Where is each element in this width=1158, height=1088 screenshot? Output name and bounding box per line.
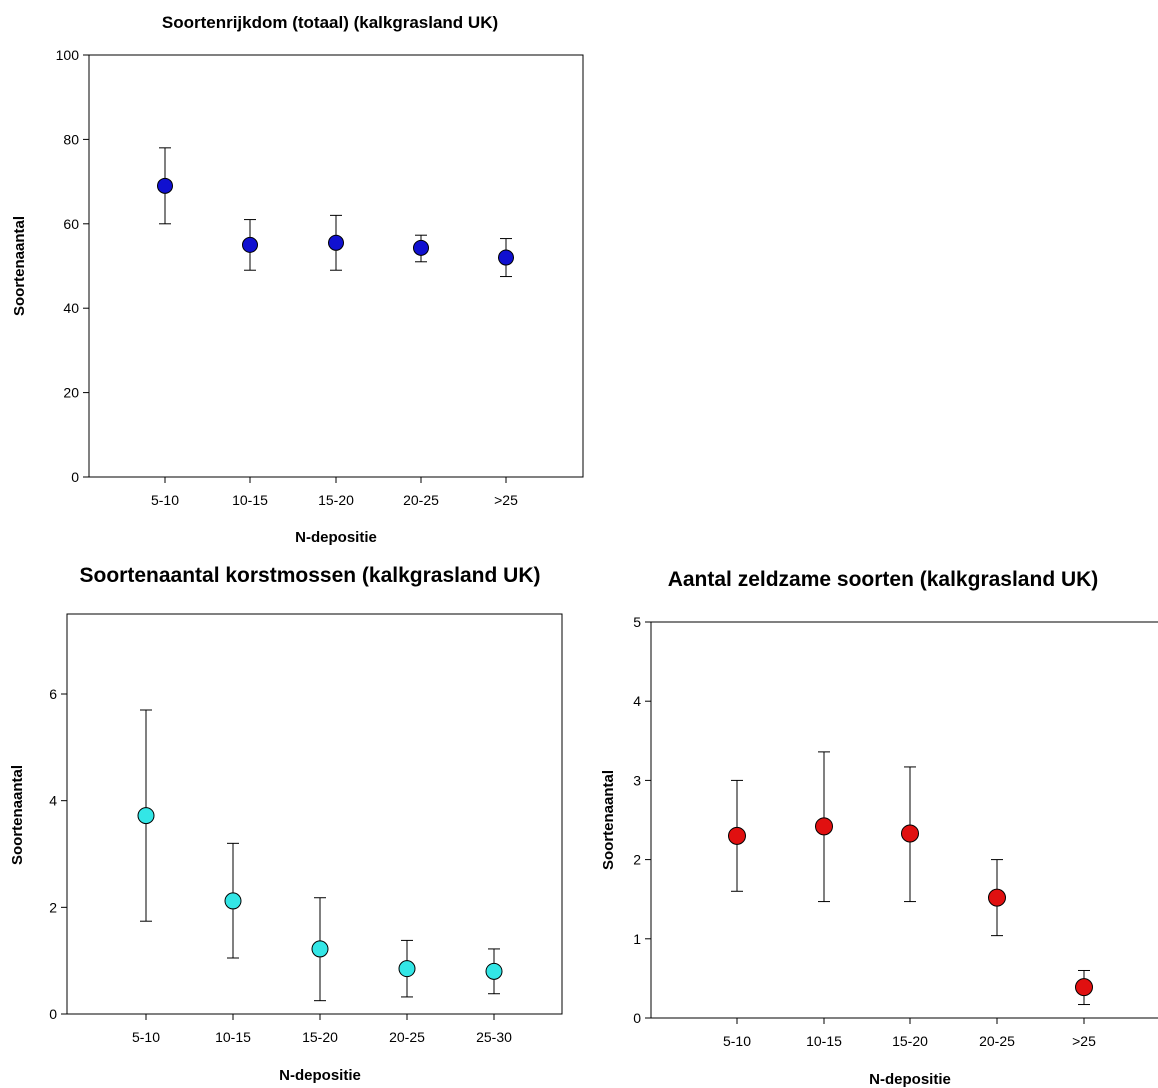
x-tick-label: 15-20	[318, 492, 354, 508]
x-tick-label: 5-10	[723, 1033, 751, 1049]
data-point	[498, 249, 514, 266]
x-tick-label: 20-25	[403, 492, 439, 508]
data-point	[485, 962, 503, 980]
x-axis: 5-10 10-15 15-20 20-25 >25	[723, 1018, 1096, 1049]
y-tick-label: 2	[49, 899, 57, 915]
plot-frame	[650, 621, 1158, 1019]
x-axis: 5-10 10-15 15-20 20-25 25-30	[132, 1014, 512, 1045]
data-point	[901, 824, 919, 843]
chart-rare-species: Aantal zeldzame soorten (kalkgrasland UK…	[600, 568, 1158, 1088]
data-marks	[137, 709, 503, 1002]
plot-frame	[66, 613, 563, 1015]
y-tick-label: 4	[49, 793, 57, 809]
data-point	[328, 234, 344, 251]
chart-species-richness-total: Soortenrijkdom (totaal) (kalkgrasland UK…	[11, 13, 584, 546]
x-axis: 5-10 10-15 15-20 20-25 >25	[151, 477, 518, 508]
y-tick-label: 0	[49, 1006, 57, 1022]
x-axis-label: N-depositie	[869, 1071, 951, 1088]
data-marks	[728, 751, 1093, 1006]
y-tick-label: 3	[633, 772, 641, 788]
data-point	[224, 892, 242, 910]
data-point	[988, 888, 1006, 907]
data-point	[242, 236, 258, 253]
y-tick-label: 60	[63, 216, 79, 232]
data-point	[1075, 978, 1093, 997]
y-tick-label: 6	[49, 686, 57, 702]
data-point	[398, 960, 416, 978]
chart-lichen-species: Soortenaantal korstmossen (kalkgrasland …	[9, 564, 563, 1084]
data-point	[413, 239, 429, 256]
y-axis: 0 1 2 3 4 5	[633, 614, 651, 1026]
x-tick-label: 20-25	[389, 1029, 425, 1045]
y-tick-label: 100	[56, 47, 80, 63]
data-point	[815, 817, 833, 836]
x-tick-label: 15-20	[302, 1029, 338, 1045]
x-tick-label: >25	[494, 492, 518, 508]
y-tick-label: 80	[63, 131, 79, 147]
data-point	[157, 177, 173, 194]
y-tick-label: 5	[633, 614, 641, 630]
x-tick-label: 10-15	[806, 1033, 842, 1049]
chart-title: Aantal zeldzame soorten (kalkgrasland UK…	[668, 568, 1099, 591]
x-tick-label: 25-30	[476, 1029, 512, 1045]
y-tick-label: 0	[633, 1010, 641, 1026]
y-axis: 0 20 40 60 80 100	[56, 47, 89, 485]
x-tick-label: 15-20	[892, 1033, 928, 1049]
y-tick-label: 4	[633, 693, 641, 709]
x-tick-label: 10-15	[215, 1029, 251, 1045]
y-axis: 0 2 4 6	[49, 686, 67, 1022]
data-point	[311, 940, 329, 958]
data-marks	[157, 147, 514, 278]
y-tick-label: 1	[633, 931, 641, 947]
chart-title: Soortenaantal korstmossen (kalkgrasland …	[80, 564, 541, 587]
y-tick-label: 20	[63, 385, 79, 401]
y-tick-label: 0	[71, 469, 79, 485]
x-tick-label: 5-10	[151, 492, 179, 508]
y-axis-label: Soortenaantal	[11, 216, 28, 316]
y-tick-label: 40	[63, 300, 79, 316]
data-point	[728, 826, 746, 845]
chart-title: Soortenrijkdom (totaal) (kalkgrasland UK…	[162, 13, 498, 32]
x-axis-label: N-depositie	[295, 529, 377, 546]
y-axis-label: Soortenaantal	[9, 765, 26, 865]
data-point	[137, 807, 155, 825]
y-axis-label: Soortenaantal	[600, 770, 617, 870]
x-axis-label: N-depositie	[279, 1067, 361, 1084]
x-tick-label: >25	[1072, 1033, 1096, 1049]
x-tick-label: 5-10	[132, 1029, 160, 1045]
x-tick-label: 10-15	[232, 492, 268, 508]
x-tick-label: 20-25	[979, 1033, 1015, 1049]
y-tick-label: 2	[633, 852, 641, 868]
